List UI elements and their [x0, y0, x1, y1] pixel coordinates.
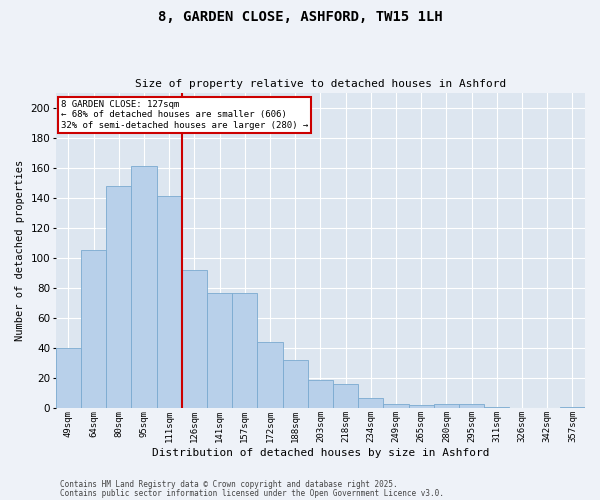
Bar [106, 186, 131, 408]
Bar [131, 166, 157, 408]
Text: 8 GARDEN CLOSE: 127sqm
← 68% of detached houses are smaller (606)
32% of semi-de: 8 GARDEN CLOSE: 127sqm ← 68% of detached… [61, 100, 308, 130]
Bar [333, 384, 358, 408]
X-axis label: Distribution of detached houses by size in Ashford: Distribution of detached houses by size … [152, 448, 489, 458]
Bar [358, 398, 383, 408]
Y-axis label: Number of detached properties: Number of detached properties [15, 160, 25, 341]
Title: Size of property relative to detached houses in Ashford: Size of property relative to detached ho… [135, 79, 506, 89]
Text: 8, GARDEN CLOSE, ASHFORD, TW15 1LH: 8, GARDEN CLOSE, ASHFORD, TW15 1LH [158, 10, 442, 24]
Bar [157, 196, 182, 408]
Bar [308, 380, 333, 408]
Bar [409, 406, 434, 408]
Bar [434, 404, 459, 408]
Text: Contains public sector information licensed under the Open Government Licence v3: Contains public sector information licen… [60, 488, 444, 498]
Bar [257, 342, 283, 408]
Bar [459, 404, 484, 408]
Bar [383, 404, 409, 408]
Bar [182, 270, 207, 408]
Bar [56, 348, 81, 408]
Bar [283, 360, 308, 408]
Bar [560, 407, 585, 408]
Bar [484, 407, 509, 408]
Text: Contains HM Land Registry data © Crown copyright and database right 2025.: Contains HM Land Registry data © Crown c… [60, 480, 398, 489]
Bar [81, 250, 106, 408]
Bar [232, 292, 257, 408]
Bar [207, 292, 232, 408]
